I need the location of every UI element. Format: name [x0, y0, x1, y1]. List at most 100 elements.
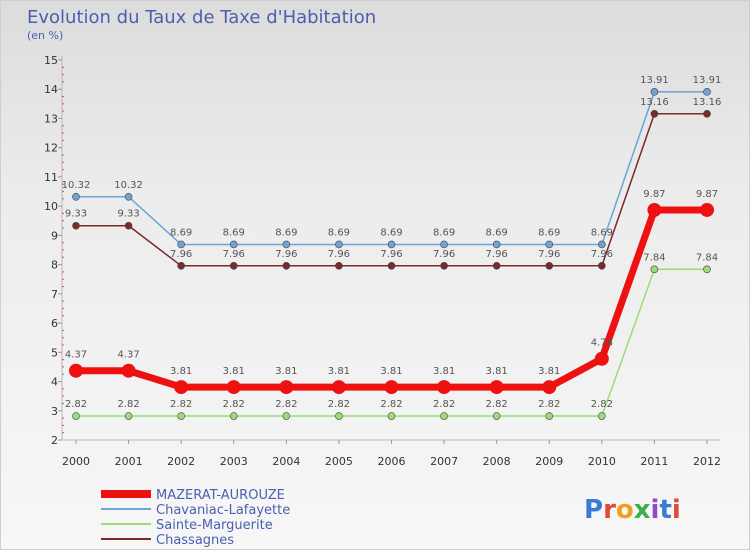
data-point — [121, 363, 136, 378]
data-label: 2.82 — [486, 399, 508, 410]
data-label: 7.96 — [275, 249, 297, 260]
logo-letter: i — [672, 495, 681, 525]
data-point — [647, 202, 662, 217]
data-point — [72, 221, 80, 230]
data-point — [598, 261, 606, 270]
data-label: 2.82 — [433, 399, 455, 410]
data-point — [124, 193, 133, 201]
legend-label: Sainte-Marguerite — [156, 518, 273, 533]
data-point — [384, 380, 399, 395]
y-tick-label: 4 — [51, 376, 58, 389]
data-point — [650, 88, 659, 96]
logo-letter: i — [651, 495, 660, 525]
data-label: 8.69 — [538, 227, 560, 238]
data-point — [279, 380, 294, 395]
data-label: 2.82 — [65, 399, 87, 410]
y-tick-label: 9 — [51, 229, 58, 242]
data-label: 4.37 — [117, 350, 139, 361]
data-point — [545, 240, 554, 249]
chart-unit: (en %) — [27, 29, 64, 42]
data-point — [282, 261, 291, 270]
data-label: 7.96 — [170, 249, 192, 260]
data-label: 8.69 — [275, 227, 297, 238]
data-label: 2.82 — [591, 399, 613, 410]
data-label: 2.82 — [380, 399, 402, 410]
logo-letter: P — [584, 495, 603, 525]
legend-label: MAZERAT-AUROUZE — [156, 488, 285, 503]
proxiti-logo: Proxiti — [584, 495, 681, 525]
data-label: 7.84 — [696, 252, 718, 263]
data-label: 9.87 — [643, 189, 665, 200]
y-tick-label: 15 — [44, 54, 58, 67]
data-point — [229, 412, 238, 420]
data-point — [124, 221, 133, 230]
data-point — [703, 265, 711, 274]
y-tick-label: 13 — [44, 112, 58, 125]
data-label: 13.91 — [640, 75, 669, 86]
data-point — [492, 412, 501, 420]
logo-letter: o — [616, 495, 634, 525]
data-point — [545, 412, 554, 420]
data-point — [229, 240, 238, 249]
data-label: 3.81 — [275, 366, 297, 377]
data-label: 7.96 — [328, 249, 350, 260]
data-label: 7.96 — [223, 249, 245, 260]
chart-title: Evolution du Taux de Taxe d'Habitation — [27, 7, 377, 28]
data-point — [72, 412, 80, 420]
data-label: 7.96 — [538, 249, 560, 260]
data-point — [703, 109, 711, 118]
data-label: 3.81 — [433, 366, 455, 377]
data-label: 10.32 — [62, 180, 91, 191]
series-line — [75, 91, 708, 246]
data-point — [594, 351, 609, 366]
data-label: 7.96 — [380, 249, 402, 260]
x-tick-label: 2001 — [115, 455, 143, 468]
data-point — [335, 261, 343, 270]
data-label: 2.82 — [275, 399, 297, 410]
data-point — [545, 261, 554, 270]
x-tick-label: 2004 — [272, 455, 300, 468]
data-label: 9.33 — [65, 209, 87, 220]
data-point — [440, 261, 448, 270]
data-label: 13.16 — [693, 97, 722, 108]
data-point — [598, 240, 606, 249]
x-tick-label: 2002 — [167, 455, 195, 468]
data-label: 2.82 — [328, 399, 350, 410]
y-tick-label: 10 — [44, 200, 58, 213]
data-point — [703, 88, 711, 96]
data-point — [387, 412, 396, 420]
data-point — [177, 261, 185, 270]
x-tick-label: 2012 — [693, 455, 721, 468]
data-label: 4.37 — [65, 350, 87, 361]
y-tick-label: 11 — [44, 171, 58, 184]
x-tick-label: 2007 — [430, 455, 458, 468]
data-point — [174, 380, 189, 395]
data-point — [650, 109, 659, 118]
data-point — [598, 412, 606, 420]
data-label: 8.69 — [328, 227, 350, 238]
y-tick-label: 12 — [44, 142, 58, 155]
x-tick-label: 2000 — [62, 455, 90, 468]
data-point — [226, 380, 241, 395]
legend-label: Chassagnes — [156, 533, 234, 548]
x-tick-label: 2009 — [535, 455, 563, 468]
data-label: 3.81 — [328, 366, 350, 377]
data-label: 7.84 — [643, 252, 665, 263]
data-label: 3.81 — [380, 366, 402, 377]
logo-letter: r — [603, 495, 616, 525]
data-point — [700, 202, 714, 217]
data-label: 9.87 — [696, 189, 718, 200]
y-tick-label: 3 — [51, 405, 58, 418]
y-tick-label: 7 — [51, 288, 58, 301]
y-tick-label: 14 — [44, 83, 58, 96]
data-label: 7.96 — [433, 249, 455, 260]
y-tick-label: 5 — [51, 346, 58, 359]
data-label: 4.78 — [591, 338, 613, 349]
data-point — [335, 240, 343, 249]
x-tick-label: 2005 — [325, 455, 353, 468]
data-label: 7.96 — [591, 249, 613, 260]
x-tick-label: 2008 — [483, 455, 511, 468]
data-point — [331, 380, 346, 395]
